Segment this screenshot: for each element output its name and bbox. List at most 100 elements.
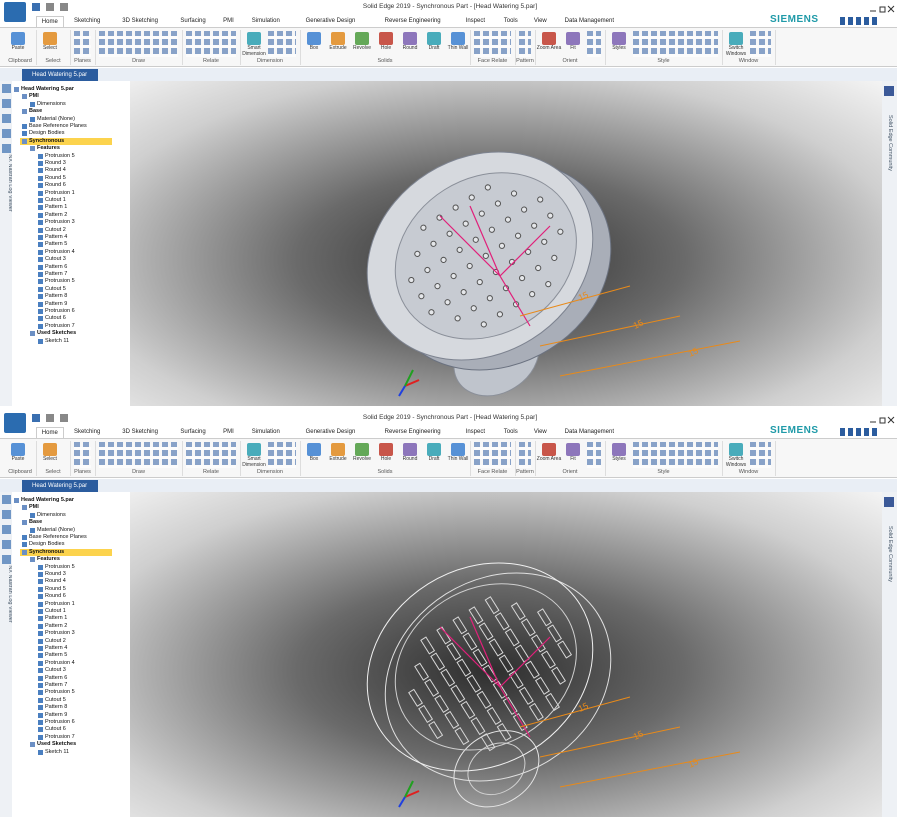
tree-icon[interactable]	[38, 161, 43, 166]
ribbon-small-icons[interactable]	[750, 442, 771, 468]
tree-icon[interactable]	[38, 257, 43, 263]
tree-icon[interactable]	[30, 331, 35, 337]
ribbon-button-icon[interactable]	[427, 443, 441, 456]
tree-icon[interactable]	[22, 94, 27, 100]
ribbon-tab[interactable]: Simulation	[251, 18, 280, 24]
ribbon-tab[interactable]: Data Management	[564, 18, 615, 24]
application-button[interactable]	[4, 413, 26, 433]
tree-item-label[interactable]: Cutout 3	[45, 667, 66, 674]
tree-icon[interactable]	[38, 220, 43, 226]
ribbon-button-icon[interactable]	[427, 32, 441, 45]
tree-item-label[interactable]: Protrusion 5	[45, 278, 75, 285]
tree-item-label[interactable]: Protrusion 6	[45, 719, 75, 725]
dock-icon[interactable]	[2, 129, 11, 138]
tree-item-label[interactable]: Pattern 7	[45, 271, 68, 277]
tree-item-label[interactable]: Cutout 5	[45, 285, 66, 292]
tree-item-label[interactable]: Pattern 8	[45, 704, 68, 711]
tree-item-label[interactable]: Round 3	[45, 571, 66, 577]
tree-item-label[interactable]: Base	[29, 108, 43, 115]
tree-icon[interactable]	[38, 264, 43, 270]
tree-item-label[interactable]: PMI	[29, 504, 39, 511]
document-tab[interactable]: Head Watering 5.par	[22, 69, 98, 81]
ribbon-button-label[interactable]: Revolve	[352, 45, 372, 51]
tree-icon[interactable]	[30, 557, 35, 563]
dock-icon[interactable]	[2, 540, 11, 549]
tree-item-label[interactable]: Round 4	[45, 578, 66, 585]
tree-icon[interactable]	[38, 175, 43, 181]
ribbon-button-icon[interactable]	[11, 32, 25, 45]
ribbon-tab[interactable]: Surfacing	[180, 429, 206, 435]
tree-icon[interactable]	[38, 683, 43, 688]
ribbon-button-label[interactable]: Thin Wall	[447, 45, 469, 51]
tree-icon[interactable]	[38, 564, 43, 570]
tree-icon[interactable]	[38, 572, 43, 577]
tree-icon[interactable]	[38, 668, 43, 674]
tree-icon[interactable]	[38, 301, 43, 307]
ribbon-button-label[interactable]: Hole	[380, 45, 392, 51]
quick-access-toolbar[interactable]	[32, 414, 72, 422]
tree-item-label[interactable]: Round 6	[45, 593, 66, 600]
window-controls[interactable]	[850, 1, 895, 13]
ribbon-button-label[interactable]: Smart Dimension	[242, 456, 266, 468]
ribbon-button-label[interactable]: Extrude	[329, 456, 347, 462]
tree-icon[interactable]	[38, 242, 43, 248]
tree-item-label[interactable]: Pattern 1	[45, 204, 68, 211]
tree-item-label[interactable]: Protrusion 1	[45, 189, 75, 196]
ribbon-button-label[interactable]: Thin Wall	[447, 456, 469, 462]
ribbon-tab[interactable]: Generative Design	[305, 18, 356, 24]
tree-icon[interactable]	[38, 609, 43, 614]
ribbon-button-label[interactable]: Hole	[380, 456, 392, 462]
tree-icon[interactable]	[38, 690, 43, 696]
tree-icon[interactable]	[38, 675, 43, 681]
tree-item-label[interactable]: Pattern 6	[45, 674, 68, 681]
tree-icon[interactable]	[30, 146, 35, 152]
tree-icon[interactable]	[30, 512, 35, 518]
ribbon-button-label[interactable]: Extrude	[329, 45, 347, 51]
tree-item-label[interactable]: Protrusion 4	[45, 248, 75, 255]
tree-item-label[interactable]: Protrusion 5	[45, 689, 75, 696]
tree-icon[interactable]	[30, 527, 35, 533]
ribbon-tab[interactable]: Home	[36, 16, 64, 27]
ribbon-button-label[interactable]: Revolve	[352, 456, 372, 462]
ribbon-button-icon[interactable]	[542, 32, 556, 45]
ribbon-tab[interactable]: Generative Design	[305, 429, 356, 435]
tree-item-label[interactable]: Pattern 4	[45, 234, 68, 240]
tree-icon[interactable]	[30, 116, 35, 122]
ribbon-small-icons[interactable]	[99, 442, 178, 468]
ribbon-small-icons[interactable]	[633, 31, 718, 57]
tree-item-label[interactable]: Protrusion 5	[45, 563, 75, 570]
ribbon-button-icon[interactable]	[403, 443, 417, 456]
ribbon-button-icon[interactable]	[331, 443, 345, 456]
tree-item-label[interactable]: Base Reference Planes	[29, 123, 87, 129]
tree-icon[interactable]	[22, 520, 27, 526]
tree-icon[interactable]	[38, 190, 43, 196]
help-icons[interactable]	[840, 428, 880, 436]
ribbon-tab[interactable]: 3D Sketching	[122, 18, 158, 24]
tree-icon[interactable]	[38, 183, 43, 189]
ribbon-small-icons[interactable]	[587, 31, 601, 57]
tree-icon[interactable]	[38, 153, 43, 159]
tree-icon[interactable]	[38, 631, 43, 637]
tree-item-label[interactable]: Synchronous	[29, 548, 65, 555]
tree-icon[interactable]	[38, 286, 43, 292]
tree-item-label[interactable]: Cutout 2	[45, 226, 66, 233]
ribbon-small-icons[interactable]	[186, 31, 236, 57]
ribbon-tab[interactable]: Reverse Engineering	[384, 18, 441, 24]
tree-item-label[interactable]: Design Bodies	[29, 130, 65, 137]
tree-icon[interactable]	[30, 101, 35, 107]
tree-item-label[interactable]: Dimensions	[37, 511, 66, 518]
quick-access-toolbar[interactable]	[32, 3, 72, 11]
tree-item-label[interactable]: Round 3	[45, 160, 66, 166]
tree-item-label[interactable]: Protrusion 7	[45, 733, 75, 740]
tree-icon[interactable]	[38, 646, 43, 651]
ribbon-button-label[interactable]: Fit	[570, 45, 576, 51]
ribbon-button-label[interactable]: Round	[402, 45, 418, 51]
tree-item-label[interactable]: Base Reference Planes	[29, 534, 87, 540]
tree-icon[interactable]	[14, 87, 19, 92]
dock-icon[interactable]	[2, 525, 11, 534]
tree-item-label[interactable]: Synchronous	[29, 137, 65, 144]
ribbon-button-label[interactable]: Zoom Area	[536, 456, 562, 462]
ribbon-button-icon[interactable]	[11, 443, 25, 456]
tree-item-label[interactable]: Protrusion 3	[45, 219, 75, 226]
tree-icon[interactable]	[38, 212, 43, 218]
